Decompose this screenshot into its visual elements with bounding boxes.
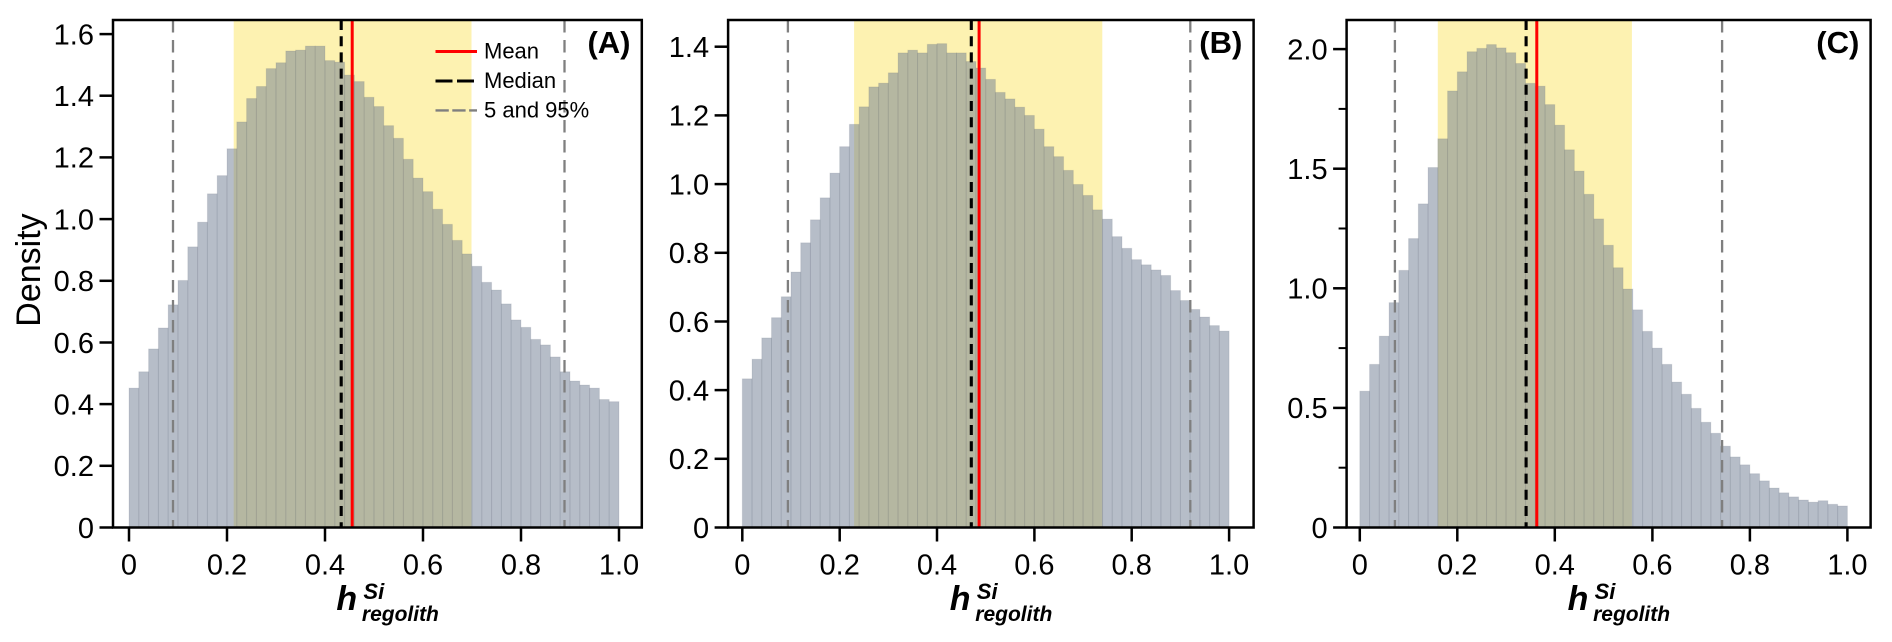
svg-text:Si: Si <box>977 579 999 604</box>
svg-text:regolith: regolith <box>362 603 439 626</box>
svg-text:0.4: 0.4 <box>54 389 94 421</box>
svg-text:0: 0 <box>1352 550 1368 582</box>
svg-text:0.5: 0.5 <box>1287 393 1327 425</box>
svg-text:0.6: 0.6 <box>1014 550 1054 582</box>
svg-text:0.2: 0.2 <box>1437 550 1477 582</box>
svg-text:0.8: 0.8 <box>1112 550 1152 582</box>
svg-text:0.6: 0.6 <box>54 328 94 360</box>
svg-text:0.8: 0.8 <box>669 238 709 270</box>
svg-text:h: h <box>1568 580 1589 618</box>
svg-text:h: h <box>336 580 357 618</box>
svg-text:0.2: 0.2 <box>54 451 94 483</box>
svg-text:1.0: 1.0 <box>669 169 709 201</box>
svg-text:regolith: regolith <box>975 603 1052 626</box>
svg-text:0.6: 0.6 <box>1632 550 1672 582</box>
svg-text:(C): (C) <box>1816 25 1859 60</box>
svg-text:0: 0 <box>693 513 709 545</box>
svg-text:1.0: 1.0 <box>599 550 639 582</box>
svg-text:Median: Median <box>484 68 556 93</box>
svg-text:Si: Si <box>363 579 385 604</box>
svg-text:1.2: 1.2 <box>669 101 709 133</box>
svg-text:Mean: Mean <box>484 39 539 64</box>
svg-text:0.4: 0.4 <box>305 550 345 582</box>
svg-text:1.0: 1.0 <box>1287 274 1327 306</box>
svg-text:0.8: 0.8 <box>54 266 94 298</box>
svg-text:Density: Density <box>10 213 48 326</box>
svg-text:(B): (B) <box>1199 25 1242 60</box>
svg-text:5 and 95%: 5 and 95% <box>484 97 589 122</box>
svg-text:h: h <box>950 580 971 618</box>
svg-text:1.2: 1.2 <box>54 143 94 175</box>
svg-text:0: 0 <box>121 550 137 582</box>
svg-text:1.6: 1.6 <box>54 19 94 51</box>
svg-text:0: 0 <box>734 550 750 582</box>
svg-text:1.0: 1.0 <box>1209 550 1249 582</box>
svg-text:(A): (A) <box>587 25 630 60</box>
svg-text:1.4: 1.4 <box>54 81 94 113</box>
svg-text:1.4: 1.4 <box>669 32 709 64</box>
svg-text:0.4: 0.4 <box>1535 550 1575 582</box>
svg-text:1.0: 1.0 <box>1827 550 1867 582</box>
svg-text:0.6: 0.6 <box>669 307 709 339</box>
svg-text:1.5: 1.5 <box>1287 154 1327 186</box>
svg-text:0.6: 0.6 <box>403 550 443 582</box>
svg-text:0: 0 <box>1311 513 1327 545</box>
svg-text:regolith: regolith <box>1593 603 1670 626</box>
svg-text:2.0: 2.0 <box>1287 34 1327 66</box>
svg-text:0.2: 0.2 <box>669 444 709 476</box>
svg-text:0.4: 0.4 <box>669 375 709 407</box>
svg-text:0.2: 0.2 <box>820 550 860 582</box>
svg-text:0.8: 0.8 <box>501 550 541 582</box>
svg-text:0.2: 0.2 <box>207 550 247 582</box>
svg-text:Si: Si <box>1595 579 1617 604</box>
svg-text:1.0: 1.0 <box>54 204 94 236</box>
svg-text:0.4: 0.4 <box>917 550 957 582</box>
svg-text:0.8: 0.8 <box>1730 550 1770 582</box>
svg-text:0: 0 <box>78 513 94 545</box>
